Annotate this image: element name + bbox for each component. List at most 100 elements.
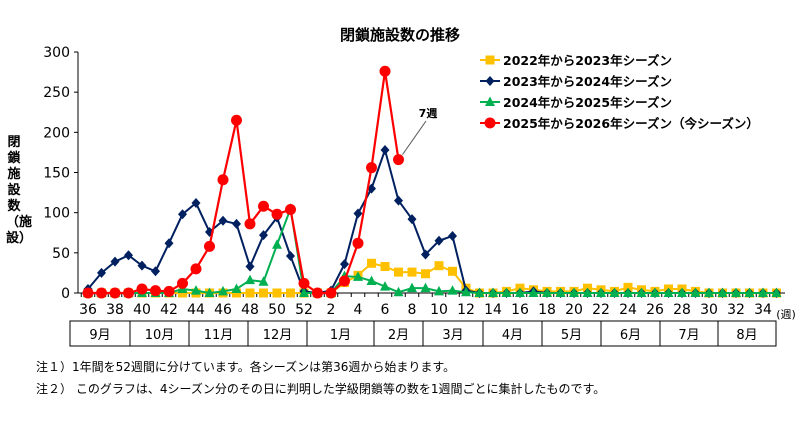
x-tick-label: 4 <box>354 302 363 318</box>
month-label: 1月 <box>330 328 351 343</box>
data-point-circle <box>109 287 121 299</box>
x-tick-label: 20 <box>565 302 583 318</box>
data-point-square <box>434 261 444 271</box>
data-point-triangle <box>231 283 242 293</box>
x-tick-label: 6 <box>381 302 390 318</box>
data-point-diamond <box>178 209 187 220</box>
data-point-diamond <box>434 235 444 246</box>
data-point-triangle <box>258 276 269 286</box>
data-point-square <box>259 288 268 298</box>
x-tick-label: 10 <box>430 302 448 318</box>
x-tick-label: 32 <box>727 302 745 318</box>
data-point-diamond <box>245 261 255 272</box>
data-point-triangle <box>542 287 552 297</box>
data-point-diamond <box>286 251 295 262</box>
month-label: 3月 <box>442 328 463 343</box>
data-point-square <box>245 288 255 298</box>
series-4 <box>82 65 404 299</box>
x-tick-label: 18 <box>538 302 556 318</box>
legend-label: 2024年から2025年シーズン <box>503 95 672 110</box>
legend-item: 2022年から2023年シーズン <box>480 53 672 68</box>
data-point-diamond <box>394 195 403 206</box>
data-point-diamond <box>191 198 201 209</box>
x-tick-label: 8 <box>408 302 417 318</box>
month-label: 6月 <box>620 328 641 343</box>
data-point-diamond <box>151 266 160 277</box>
x-tick-label: 26 <box>646 302 664 318</box>
note-1: 注１）1年間を52週間に分けています。各シーズンは第36週から始まります。 <box>36 360 456 374</box>
data-point-circle <box>285 203 296 215</box>
data-point-circle <box>190 263 202 275</box>
data-point-triangle <box>191 285 201 295</box>
data-point-diamond <box>485 76 495 86</box>
data-point-triangle <box>663 287 674 297</box>
data-point-circle <box>352 237 364 249</box>
annotation-arrow <box>402 120 427 155</box>
data-point-triangle <box>474 287 485 297</box>
data-point-triangle <box>717 287 728 297</box>
x-tick-label: 40 <box>133 302 151 318</box>
data-point-circle <box>163 285 175 297</box>
data-point-triangle <box>704 287 714 297</box>
x-tick-label: 16 <box>511 302 529 318</box>
data-point-circle <box>123 287 134 299</box>
data-point-triangle <box>501 287 512 297</box>
data-point-triangle <box>353 271 363 281</box>
legend-item: 2023年から2024年シーズン <box>480 74 672 89</box>
legend-item: 2025年から2026年シーズン（今シーズン） <box>480 116 759 131</box>
data-point-triangle <box>596 287 606 297</box>
x-tick-label: 50 <box>268 302 286 318</box>
x-tick-label: 14 <box>484 302 502 318</box>
legend-item: 2024年から2025年シーズン <box>480 95 672 110</box>
month-label: 10月 <box>145 328 175 343</box>
data-point-diamond <box>137 260 147 271</box>
data-point-circle <box>231 114 242 126</box>
y-tick-label: 300 <box>43 45 70 61</box>
x-tick-label: 52 <box>295 302 313 318</box>
data-point-circle <box>366 162 377 174</box>
month-label: 12月 <box>263 328 293 343</box>
data-point-diamond <box>380 145 390 156</box>
note-2: 注２） このグラフは、4シーズン分のその日に判明した学級閉鎖等の数を1週間ごとに… <box>36 382 606 396</box>
x-tick-label: 22 <box>592 302 610 318</box>
data-point-triangle <box>380 281 390 291</box>
data-point-square <box>623 282 633 292</box>
data-point-triangle <box>204 287 215 297</box>
data-point-square <box>448 266 457 276</box>
data-point-triangle <box>218 285 228 296</box>
data-point-square <box>286 288 295 298</box>
data-point-square <box>485 55 495 65</box>
data-point-triangle <box>245 274 255 285</box>
annotation-label: 7週 <box>419 106 438 120</box>
data-point-triangle <box>582 287 593 297</box>
series-line <box>88 204 777 295</box>
chart-title: 閉鎖施設数の推移 <box>340 26 460 44</box>
x-tick-label: 36 <box>79 302 97 318</box>
data-point-circle <box>96 287 107 299</box>
data-point-triangle <box>434 285 444 296</box>
y-tick-label: 150 <box>43 166 70 182</box>
y-tick-label: 200 <box>43 125 70 141</box>
data-point-circle <box>177 277 188 289</box>
x-tick-label: 12 <box>457 302 475 318</box>
data-point-triangle <box>420 282 431 293</box>
data-point-circle <box>393 154 404 166</box>
data-point-diamond <box>124 250 133 261</box>
data-point-triangle <box>407 282 417 293</box>
data-point-square <box>232 288 241 298</box>
data-point-diamond <box>164 238 174 249</box>
data-point-square <box>380 261 390 271</box>
x-tick-label: 38 <box>106 302 124 318</box>
month-label: 8月 <box>736 328 757 343</box>
data-point-circle <box>484 117 496 129</box>
data-point-diamond <box>421 249 430 260</box>
data-point-triangle <box>623 287 633 297</box>
month-label: 11月 <box>204 328 234 343</box>
data-point-diamond <box>407 214 417 225</box>
data-point-diamond <box>218 215 228 226</box>
x-tick-label: 48 <box>241 302 259 318</box>
data-point-diamond <box>340 259 349 270</box>
data-point-triangle <box>488 287 498 297</box>
